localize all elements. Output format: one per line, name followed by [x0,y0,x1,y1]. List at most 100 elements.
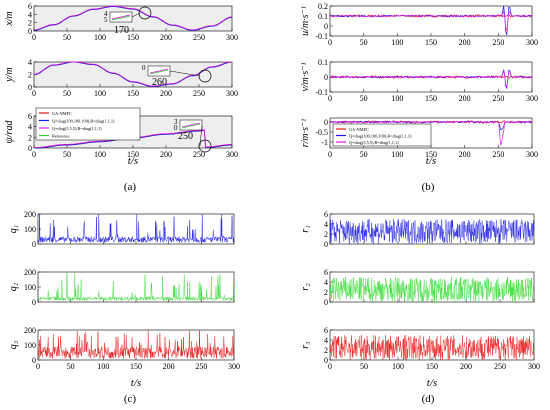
legend-label: GA-NMPC [349,127,369,132]
x-tick-label: 200 [160,89,172,98]
y-tick-label: 2 [324,230,328,239]
legend-label: Q=diag(5,5,5),R=diag(1,1,1) [52,126,102,132]
x-tick-label: 200 [460,362,472,371]
inset-line [149,68,169,74]
y-tick-label: 2 [28,19,32,28]
y-axis-label: r/m·s⁻¹ [300,119,311,148]
x-tick-label: 150 [127,150,139,159]
x-axis-label: t/s [427,377,437,389]
axes-frame [37,329,235,361]
y-tick-label: 2 [28,71,32,80]
zoom-connector [199,124,203,147]
series-q_heavy [329,69,533,90]
x-tick-label: 0 [36,362,40,371]
y-tick-label: 100 [24,225,36,234]
x-tick-label: 100 [97,362,109,371]
series-q_heavy [330,5,533,36]
zoom-connector [131,12,141,18]
x-tick-label: 250 [193,33,205,42]
x-tick-label: 250 [193,150,205,159]
y-tick-label: 0 [324,22,328,31]
y-tick-label: 6 [324,268,328,277]
y-tick-label: 4 [28,10,32,19]
x-tick-label: 100 [94,89,106,98]
y-tick-label: 0 [324,298,328,307]
panel-label-c: (c) [124,393,137,405]
x-tick-label: 100 [391,150,403,159]
x-tick-label: 50 [360,362,368,371]
series-q_light [33,5,233,31]
series-panel_c_2 [37,272,235,302]
y-tick-label: 4 [28,58,32,67]
zoom-connector [169,70,201,77]
legend-label: Q=diag(5,5,5),R=diag(1,1,1) [349,140,399,146]
inset-line [181,122,201,128]
x-tick-label: 150 [130,362,142,371]
inset-tick-label: 0 [142,64,146,72]
y-axis-label: u/m·s⁻¹ [300,6,311,36]
x-tick-label: 0 [328,362,332,371]
y-axis-label: q₃ [8,340,19,349]
inset-tick-label: 3 [174,118,178,126]
series-q_light [329,120,533,147]
x-tick-label: 200 [160,33,172,42]
y-tick-label: 6 [324,326,328,335]
x-tick-label: 100 [391,38,403,47]
x-tick-label: 200 [459,38,471,47]
y-tick-label: 0.1 [318,12,328,21]
series-ga_nmpc [329,75,533,80]
x-axis-label: t/s [131,377,141,389]
axes-frame [329,5,533,37]
legend-box [35,107,141,141]
y-tick-label: 0 [32,240,36,249]
y-axis-label: r₂ [300,283,311,291]
x-tick-label: 0 [328,150,332,159]
series-panel_d_3 [329,335,535,361]
x-tick-label: 50 [63,150,71,159]
y-axis-label: r₁ [300,225,311,232]
series-q_light [33,61,232,87]
x-tick-label: 0 [32,150,36,159]
x-tick-label: 250 [494,362,506,371]
inset-tick-label: 4 [104,10,108,18]
x-tick-label: 200 [160,150,172,159]
x-tick-label: 50 [67,362,75,371]
y-tick-label: 0 [324,356,328,365]
panel-label-d: (d) [422,393,435,405]
x-tick-label: 300 [226,150,238,159]
x-tick-label: 300 [228,362,240,371]
inset-tick-label: 0 [174,124,178,132]
y-tick-label: 0.1 [318,58,328,67]
x-tick-label: 100 [94,33,106,42]
x-tick-label: 300 [528,362,540,371]
series-q_light [329,69,533,88]
inset-line [181,123,201,129]
x-tick-label: 50 [360,150,368,159]
legend-label: GA-NMPC [52,111,72,116]
x-tick-label: 300 [526,38,538,47]
zoom-circle [198,139,212,153]
y-tick-label: -0.1 [315,32,328,41]
inset-line [111,15,131,21]
y-tick-label: 2 [28,133,32,142]
y-tick-label: 0 [28,27,32,36]
x-tick-label: 0 [328,38,332,47]
x-tick-label: 100 [391,94,403,103]
y-tick-label: 4 [324,336,328,345]
y-tick-label: 0 [324,73,328,82]
x-tick-label: 300 [226,89,238,98]
x-tick-label: 300 [526,150,538,159]
x-tick-label: 250 [195,362,207,371]
x-tick-label: 150 [425,38,437,47]
y-tick-label: 200 [24,326,36,335]
y-tick-label: -0.1 [315,88,328,97]
y-tick-label: 6 [28,112,32,121]
panel-label-a: (a) [124,181,137,193]
zoom-circle [138,6,152,20]
y-tick-label: 200 [24,210,36,219]
legend: GA-NMPC Q=diag(100,100,100),R=diag(1,1,1)… [332,123,432,147]
y-axis-label: q₂ [8,282,19,291]
y-tick-label: 0 [28,83,32,92]
